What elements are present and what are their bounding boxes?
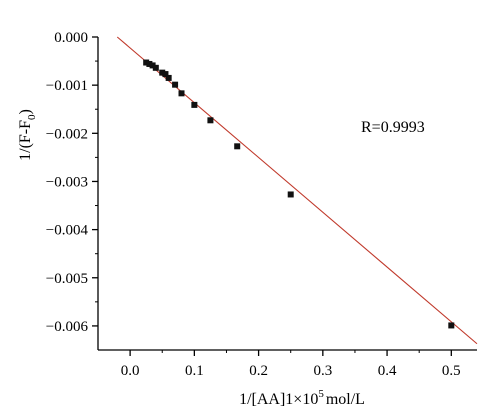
data-point — [165, 74, 172, 81]
data-point — [234, 143, 241, 150]
data-point — [162, 71, 169, 78]
data-point — [152, 64, 159, 71]
y-axis-title-subscript: 0 — [26, 114, 38, 120]
y-axis-title: 1/(F-F0) — [17, 109, 38, 161]
fit-line — [116, 36, 478, 345]
x-axis-title-superscript: 5 — [318, 388, 324, 400]
data-point — [143, 59, 150, 66]
y-tick-label: −0.002 — [46, 126, 88, 142]
x-tick-label: 0.5 — [442, 363, 461, 379]
x-tick-label: 0.0 — [121, 363, 140, 379]
y-tick-label: −0.001 — [46, 78, 88, 94]
y-tick-label: −0.004 — [46, 223, 89, 239]
data-point — [146, 60, 153, 67]
y-tick-label: −0.006 — [46, 319, 89, 335]
data-point — [178, 90, 185, 97]
x-axis-title-units: mol/L — [326, 391, 365, 407]
x-tick-label: 0.3 — [313, 363, 332, 379]
correlation-annotation: R=0.9993 — [361, 119, 425, 136]
x-tick-label: 0.4 — [378, 363, 397, 379]
axes: 0.000 −0.001 −0.002 −0.003 −0.004 −0.005 −0.00… — [46, 30, 477, 379]
y-tick-label: −0.005 — [46, 271, 88, 287]
y-axis-title-base: 1/(F-F — [17, 120, 34, 161]
x-axis-title: 1/[AA]1×105 mol/L — [239, 388, 365, 407]
plot-area — [116, 36, 478, 345]
data-point — [448, 322, 455, 329]
x-tick-label: 0.2 — [249, 363, 268, 379]
data-point — [191, 101, 198, 108]
y-tick-label: −0.003 — [46, 174, 88, 190]
data-point — [172, 81, 179, 88]
y-axis-title-close: ) — [17, 109, 34, 114]
data-point — [287, 191, 294, 198]
x-axis-title-base: 1/[AA]1×10 — [239, 391, 318, 407]
y-tick-label: 0.000 — [54, 30, 88, 46]
data-point — [149, 62, 156, 69]
x-tick-label: 0.1 — [185, 363, 204, 379]
data-point — [207, 117, 214, 124]
data-point — [159, 69, 166, 76]
